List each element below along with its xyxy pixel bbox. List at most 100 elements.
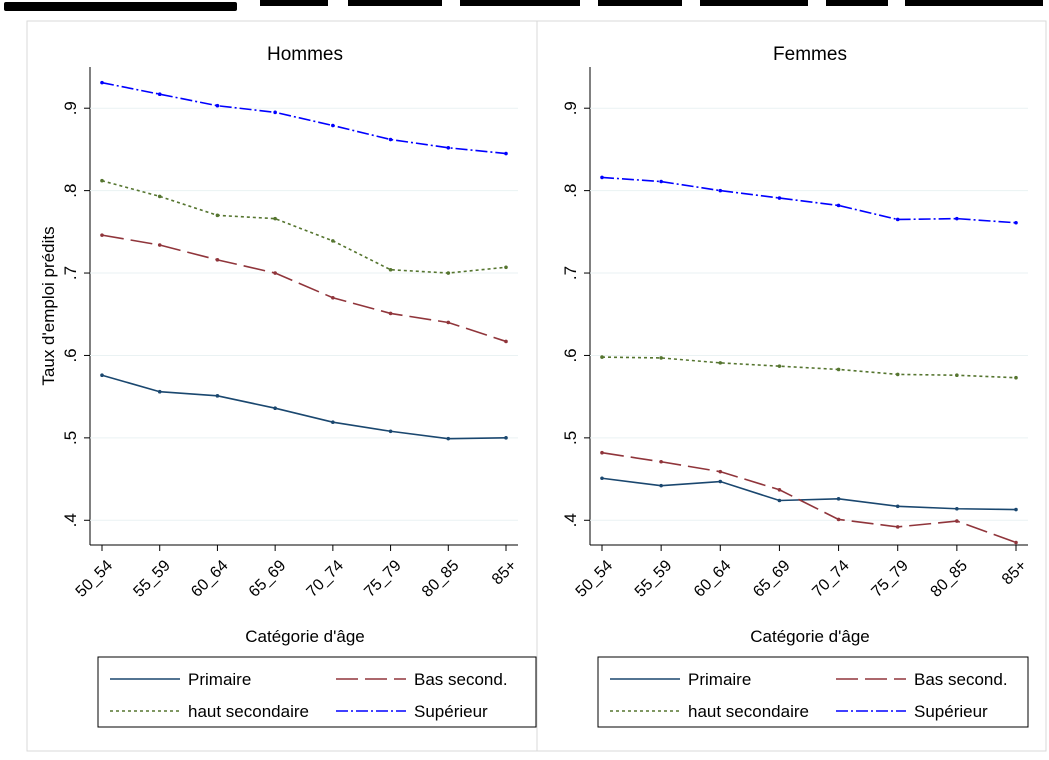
- y-tick-label: .7: [61, 266, 80, 280]
- legend-label: haut secondaire: [188, 702, 309, 721]
- caption-text-fragment: [700, 0, 808, 6]
- data-point: [777, 498, 782, 503]
- data-point: [215, 394, 220, 398]
- data-point: [955, 519, 959, 523]
- data-point: [388, 429, 393, 434]
- x-axis-label: Catégorie d'âge: [750, 627, 870, 646]
- legend-label: haut secondaire: [688, 702, 809, 721]
- data-point: [100, 178, 104, 183]
- data-point: [100, 233, 104, 237]
- legend-label: Primaire: [188, 670, 251, 689]
- caption-text-fragment: [905, 0, 1043, 6]
- series-line-primaire: [601, 477, 1017, 511]
- data-point: [777, 196, 782, 200]
- panel-title: Femmes: [773, 44, 847, 65]
- data-point: [446, 436, 451, 441]
- y-tick-label: .4: [561, 513, 580, 527]
- legend-box: [97, 656, 537, 728]
- panels: .4.5.6.7.8.950_54 55_59 60_64 65_69 70_74 75_…: [39, 44, 1030, 646]
- data-point: [504, 151, 508, 156]
- legend-left: Primaire Bas second. haut secondaire Supéri…: [97, 656, 537, 728]
- data-point: [157, 243, 162, 247]
- data-point: [157, 194, 162, 199]
- data-point: [1014, 507, 1018, 512]
- legend-right: Primaire Bas second. haut secondaire Supéri…: [597, 656, 1029, 728]
- data-point: [1014, 220, 1018, 225]
- data-point: [600, 476, 604, 481]
- caption-underline: [4, 2, 237, 11]
- data-point: [1014, 540, 1018, 545]
- data-point: [1014, 375, 1018, 380]
- data-point: [718, 188, 723, 193]
- data-point: [600, 450, 604, 455]
- data-point: [157, 389, 162, 394]
- data-point: [777, 364, 782, 368]
- data-point: [100, 373, 104, 378]
- series-line-bas-second-: [101, 234, 507, 343]
- data-point: [273, 110, 277, 115]
- data-point: [215, 103, 220, 108]
- y-tick-label: .9: [61, 101, 80, 115]
- data-point: [718, 361, 723, 365]
- data-point: [777, 487, 782, 492]
- y-tick-label: .8: [561, 184, 580, 198]
- caption-text-fragment: [460, 0, 580, 6]
- data-point: [600, 175, 604, 180]
- data-point: [504, 339, 508, 344]
- data-point: [331, 123, 335, 128]
- data-point: [836, 517, 841, 522]
- legend-label: Bas second.: [914, 670, 1008, 689]
- panel-title: Hommes: [267, 44, 343, 65]
- legend-box: [597, 656, 1029, 728]
- data-point: [895, 525, 900, 529]
- caption-text-fragment: [348, 0, 442, 6]
- data-point: [388, 267, 393, 272]
- caption-text-fragment: [260, 0, 328, 6]
- data-point: [659, 459, 663, 464]
- data-point: [895, 372, 900, 377]
- data-point: [446, 320, 451, 325]
- caption-text-fragment: [598, 0, 682, 6]
- data-point: [955, 373, 959, 378]
- data-point: [659, 483, 663, 488]
- legend-label: Bas second.: [414, 670, 508, 689]
- caption-text-fragment: [826, 0, 888, 6]
- data-point: [446, 145, 451, 150]
- series-line-bas-second-: [601, 451, 1017, 544]
- x-axis-label: Catégorie d'âge: [245, 627, 365, 646]
- data-point: [273, 216, 277, 221]
- data-point: [836, 203, 841, 208]
- y-tick-label: .4: [61, 513, 80, 527]
- data-point: [215, 213, 220, 218]
- data-point: [895, 504, 900, 509]
- y-tick-label: .6: [561, 348, 580, 362]
- data-point: [836, 367, 841, 372]
- data-point: [331, 420, 335, 425]
- legend-label: Supérieur: [914, 702, 988, 721]
- y-tick-label: .5: [561, 431, 580, 445]
- data-point: [836, 497, 841, 501]
- series-line-sup-rieur: [101, 81, 507, 155]
- series-line-primaire: [101, 374, 507, 440]
- data-point: [600, 355, 604, 359]
- data-point: [273, 271, 277, 275]
- data-point: [331, 295, 335, 300]
- data-point: [955, 216, 959, 221]
- data-point: [718, 479, 723, 484]
- data-point: [955, 506, 959, 511]
- legend-label: Supérieur: [414, 702, 488, 721]
- legend-label: Primaire: [688, 670, 751, 689]
- data-point: [273, 406, 277, 410]
- data-point: [718, 469, 723, 474]
- y-tick-label: .8: [61, 184, 80, 198]
- y-tick-label: .6: [61, 348, 80, 362]
- plot-area: [590, 67, 1028, 545]
- data-point: [157, 92, 162, 96]
- cropped-caption-strip: [0, 0, 1049, 20]
- y-axis-label: Taux d'emploi prédits: [39, 226, 58, 385]
- panel-right: .4.5.6.7.8.950_54 55_59 60_64 65_69 70_74 75_…: [561, 44, 1030, 646]
- data-point: [388, 137, 393, 142]
- legends: Primaire Bas second. haut secondaire Supéri…: [97, 656, 1029, 728]
- y-tick-label: .5: [61, 431, 80, 445]
